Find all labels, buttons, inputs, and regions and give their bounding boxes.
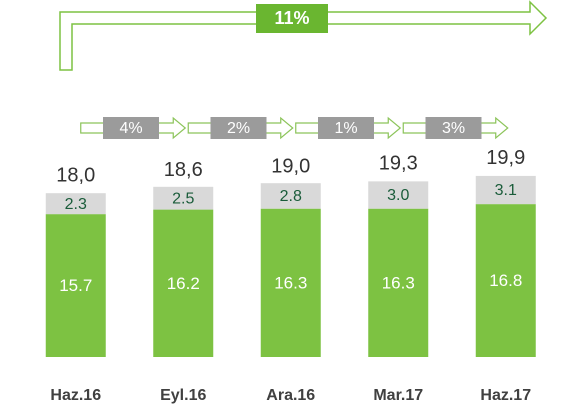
x-tick-label: Mar.17 — [373, 387, 423, 404]
x-tick-label: Eyl.16 — [160, 387, 206, 404]
bar-segment — [475, 204, 536, 357]
bar-segment — [45, 193, 106, 215]
growth-box — [425, 117, 482, 139]
x-tick-label: Ara.16 — [266, 387, 315, 404]
x-tick-label: Haz.17 — [480, 387, 531, 404]
value-label: 2.5 — [172, 190, 194, 207]
growth-box — [318, 117, 374, 139]
total-label: 19,0 — [271, 155, 310, 177]
bar-segment — [368, 208, 429, 357]
growth-label: 4% — [119, 120, 142, 137]
value-label: 16.3 — [274, 273, 307, 292]
growth-label: 3% — [442, 120, 465, 137]
value-label: 2.3 — [65, 196, 87, 213]
total-label: 19,3 — [379, 153, 418, 175]
bar-segment — [153, 209, 214, 357]
value-label: 2.8 — [280, 188, 302, 205]
bar-segment — [475, 175, 536, 205]
value-label: 16.2 — [167, 274, 200, 293]
total-label: 18,0 — [56, 164, 95, 186]
value-label: 15.7 — [59, 276, 92, 295]
value-label: 3.1 — [495, 182, 517, 199]
total-label: 18,6 — [164, 159, 203, 181]
value-label: 16.3 — [382, 273, 415, 292]
x-tick-label: Haz.16 — [50, 387, 101, 404]
overall-growth-label: 11% — [274, 8, 309, 28]
bar-segment — [45, 214, 106, 357]
bar-segment — [153, 186, 214, 210]
bar-segment — [260, 183, 321, 209]
growth-label: 2% — [227, 120, 250, 137]
value-label: 3.0 — [387, 187, 409, 204]
bar-segment — [260, 208, 321, 357]
value-label: 16.8 — [489, 271, 522, 290]
growth-label: 1% — [334, 120, 357, 137]
growth-box — [103, 117, 159, 139]
bar-segment — [368, 181, 429, 209]
growth-box — [210, 117, 267, 139]
total-label: 19,9 — [486, 147, 525, 169]
overall-growth-box — [256, 4, 328, 33]
